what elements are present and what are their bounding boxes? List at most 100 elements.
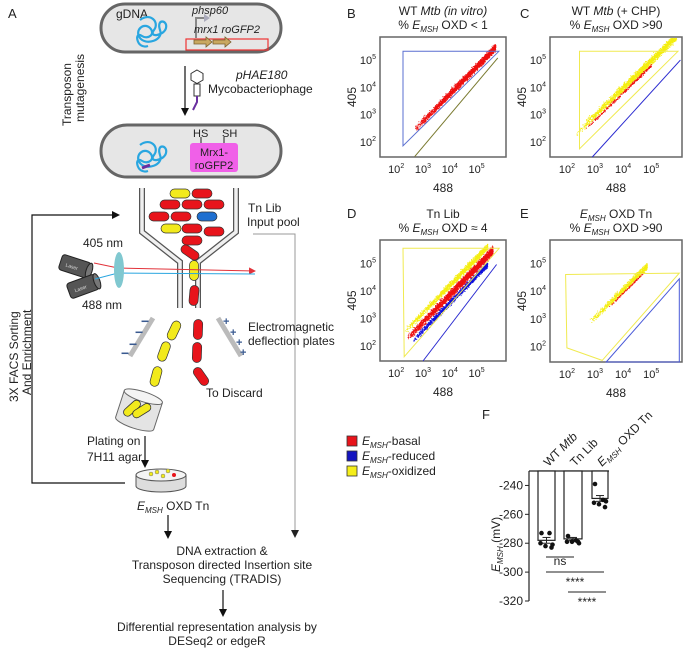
legend-item: EMSH-oxidized (346, 464, 436, 480)
bacterium-cell-icon (166, 320, 182, 341)
panel-label-d: D (347, 206, 356, 221)
y-tick-label: -280 (499, 536, 523, 550)
data-point (543, 543, 548, 549)
x-tick-label: 103 (587, 163, 603, 176)
y-tick-label: 105 (360, 257, 376, 270)
deflection-plate-negative (127, 316, 156, 358)
legend-label: EMSH-basal (362, 434, 420, 450)
panel-title-line-1: WT Mtb (+ CHP) (572, 4, 661, 18)
x-tick-label: 102 (559, 368, 575, 381)
bacterium-cell-icon (191, 188, 213, 199)
category-label: EMSH OXD Tn (594, 408, 656, 470)
mutagenesis-label-1: Transposon (60, 63, 74, 126)
bacterium-cell-mutant: HS SH Mrx1- roGFP2 (99, 123, 283, 179)
legend-swatch (346, 435, 358, 447)
svg-text:Laser: Laser (65, 263, 79, 273)
y-tick-label: 103 (530, 109, 546, 122)
bacterium-cell-reporter: gDNA phsp60 mrx1 roGFP2 (99, 2, 283, 54)
y-tick-label: 102 (530, 341, 546, 354)
gate (414, 57, 499, 157)
flow-panel-e: E EMSH OXD Tn% EMSH OXD >90 102 103 104 105 10… (515, 206, 683, 400)
y-axis-label: 405 (345, 87, 359, 107)
svg-text:−: − (141, 313, 149, 329)
positive-charge-icons: + + + + (223, 316, 246, 359)
mutagenesis-label-2: mutagenesis (73, 54, 87, 122)
x-axis-label: 488 (606, 386, 626, 400)
input-pool-label-2: Input pool (247, 215, 300, 229)
y-tick-label: 104 (360, 285, 376, 298)
y-tick-label: -320 (499, 594, 523, 608)
data-point (592, 481, 598, 487)
panel-title-line-1: WT Mtb (in vitro) (399, 4, 487, 18)
gdna-icon (136, 140, 168, 173)
population-basal (609, 272, 644, 307)
x-tick-label: 104 (615, 163, 631, 176)
y-tick-label: -240 (499, 478, 523, 492)
flow-panel-d: D Tn Lib% EMSH OXD ≈ 4 102 103 104 105 102 103 1… (345, 206, 507, 399)
lens-icon (114, 252, 124, 288)
data-point (550, 542, 555, 547)
bacterium-cell-icon (181, 223, 203, 234)
legend-swatch (346, 465, 358, 477)
laser-488-label: 488 nm (82, 298, 122, 312)
legend-item: EMSH-reduced (346, 449, 435, 465)
flow-cytometer-funnel (139, 188, 239, 308)
bacterium-cell-icon (203, 226, 225, 237)
panel-label-b: B (347, 6, 356, 21)
promoter-label: phsp60 (191, 5, 229, 17)
bacterium-cell-icon (196, 211, 218, 222)
gate (402, 247, 501, 359)
panel-title-line-2: % EMSH OXD ≈ 4 (398, 221, 487, 237)
phage-type: Mycobacteriophage (208, 82, 313, 96)
y-tick-label: 102 (360, 136, 376, 149)
input-pool-arrow (253, 233, 299, 538)
flow-cytometry-panels: B WT Mtb (in vitro)% EMSH OXD < 1 102 103 10… (345, 4, 683, 400)
x-tick-label: 105 (643, 163, 659, 176)
x-tick-label: 103 (415, 367, 431, 380)
bacterium-cell-icon (181, 235, 203, 246)
data-point (603, 499, 609, 504)
data-point (547, 530, 552, 536)
panel-title-line-1: Tn Lib (426, 207, 460, 221)
analysis-step-2: DESeq2 or edgeR (168, 634, 266, 648)
svg-text:−: − (135, 324, 143, 340)
x-axis-label: 488 (606, 181, 626, 195)
dna-step-2: Transposon directed Insertion site (132, 558, 313, 572)
gate (565, 272, 681, 361)
flow-panel-c: C WT Mtb (+ CHP)% EMSH OXD >90 102 103 104 10… (515, 4, 683, 195)
panel-label-a: A (8, 6, 17, 21)
gdna-label: gDNA (116, 7, 148, 21)
svg-text:−: − (121, 345, 129, 361)
svg-text:−: − (129, 336, 137, 352)
x-tick-label: 103 (587, 368, 603, 381)
gate (605, 277, 680, 363)
panel-title-line-2: % EMSH OXD >90 (570, 18, 663, 34)
panel-title-line-2: % EMSH OXD < 1 (398, 18, 488, 34)
population-oxidized (404, 243, 489, 332)
gate (422, 264, 497, 362)
svg-text:+: + (223, 316, 229, 328)
population-basal (415, 44, 497, 131)
genes-label: mrx1 roGFP2 (194, 24, 260, 36)
data-point (539, 530, 544, 536)
bacterium-cell-icon (181, 199, 203, 210)
bar (563, 470, 583, 540)
discard-label: To Discard (206, 386, 263, 400)
population-basal (407, 245, 494, 340)
y-tick-label: 103 (360, 109, 376, 122)
bar (537, 470, 556, 541)
panel-label-e: E (520, 206, 529, 221)
cell-population (148, 188, 225, 387)
bacterium-cell-icon (191, 342, 203, 363)
y-tick-label: -260 (499, 507, 523, 521)
y-axis-label: 405 (515, 291, 529, 311)
protein-label-1: Mrx1- (200, 147, 228, 159)
laser-405-label: 405 nm (83, 236, 123, 250)
bacterium-cell-icon (188, 285, 200, 306)
x-tick-label: 104 (442, 163, 458, 176)
x-tick-label: 105 (469, 367, 485, 380)
y-tick-label: 103 (360, 312, 376, 325)
bacterium-cell-icon (192, 367, 210, 386)
x-tick-label: 105 (469, 163, 485, 176)
